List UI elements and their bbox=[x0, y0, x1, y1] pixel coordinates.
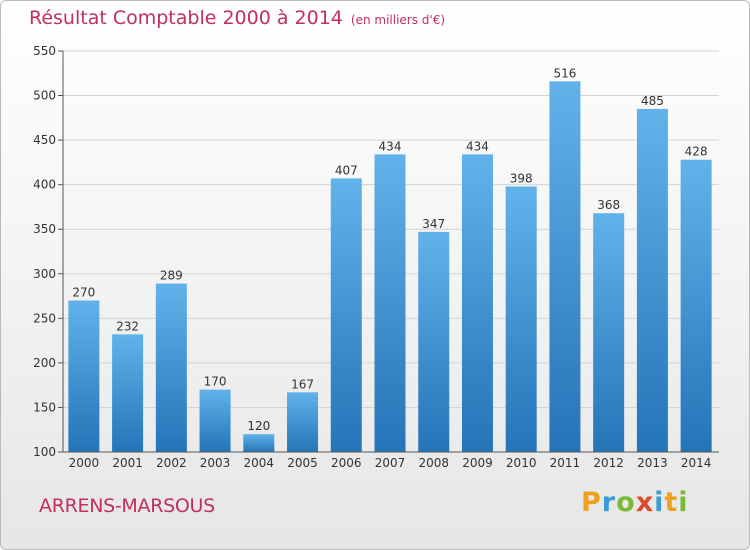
x-tick-label: 2004 bbox=[244, 456, 275, 470]
x-tick-label: 2003 bbox=[200, 456, 231, 470]
bars: 270 232 289 170 120 167 407 434 347 434 398 516 368 4… bbox=[68, 66, 712, 452]
bar bbox=[112, 334, 144, 452]
bar bbox=[593, 213, 625, 452]
y-tick-label: 500 bbox=[33, 89, 56, 103]
chart-title: Résultat Comptable 2000 à 2014 (en millie… bbox=[29, 7, 445, 29]
bar-value-label: 398 bbox=[510, 171, 533, 185]
bar-value-label: 270 bbox=[72, 286, 95, 300]
bar bbox=[418, 231, 450, 452]
bar-value-label: 428 bbox=[685, 145, 708, 159]
bar-value-label: 516 bbox=[553, 66, 576, 80]
bar bbox=[68, 300, 100, 452]
bar-value-label: 434 bbox=[379, 139, 402, 153]
y-tick-label: 150 bbox=[33, 400, 56, 414]
y-tick-label: 400 bbox=[33, 178, 56, 192]
x-tick-label: 2002 bbox=[156, 456, 187, 470]
bar bbox=[505, 186, 537, 452]
logo-letter: o bbox=[616, 487, 636, 518]
bar-value-label: 120 bbox=[247, 419, 270, 433]
axes: 100 150 200 250 300 350 400 450 500 550 2000 2001 20… bbox=[33, 44, 719, 470]
bar bbox=[155, 283, 187, 452]
bar bbox=[243, 434, 275, 452]
bar bbox=[199, 389, 231, 452]
x-tick-label: 2007 bbox=[375, 456, 406, 470]
x-tick-label: 2012 bbox=[593, 456, 624, 470]
x-tick-label: 2000 bbox=[69, 456, 100, 470]
logo-letter: i bbox=[678, 487, 689, 518]
logo-letter: x bbox=[635, 487, 655, 518]
x-tick-label: 2013 bbox=[637, 456, 668, 470]
bar bbox=[330, 178, 362, 452]
bar-value-label: 232 bbox=[116, 319, 139, 333]
logo-letter: r bbox=[601, 487, 617, 518]
x-tick-label: 2011 bbox=[550, 456, 581, 470]
bar-value-label: 289 bbox=[160, 269, 183, 283]
proxiti-logo: Proxiti bbox=[581, 487, 689, 521]
chart-subtitle: (en milliers d'€) bbox=[350, 13, 446, 27]
bar bbox=[287, 392, 319, 452]
y-tick-label: 450 bbox=[33, 133, 56, 147]
y-tick-label: 250 bbox=[33, 311, 56, 325]
bar bbox=[374, 154, 406, 452]
bar-value-label: 170 bbox=[204, 375, 227, 389]
bar-value-label: 485 bbox=[641, 94, 664, 108]
logo-letter: i bbox=[654, 487, 665, 518]
bar-value-label: 167 bbox=[291, 377, 314, 391]
logo-letter: P bbox=[581, 487, 602, 518]
bar bbox=[461, 154, 493, 452]
bar-value-label: 407 bbox=[335, 163, 358, 177]
y-tick-label: 350 bbox=[33, 222, 56, 236]
bar bbox=[636, 108, 668, 452]
bar-value-label: 368 bbox=[597, 198, 620, 212]
logo-letter: t bbox=[664, 487, 679, 518]
bar bbox=[680, 159, 712, 452]
bar-value-label: 434 bbox=[466, 139, 489, 153]
x-tick-label: 2009 bbox=[462, 456, 493, 470]
x-tick-label: 2014 bbox=[681, 456, 712, 470]
x-tick-label: 2005 bbox=[287, 456, 318, 470]
location-label: ARRENS-MARSOUS bbox=[39, 495, 215, 517]
x-tick-label: 2010 bbox=[506, 456, 537, 470]
y-tick-label: 200 bbox=[33, 356, 56, 370]
y-tick-label: 300 bbox=[33, 267, 56, 281]
x-tick-label: 2001 bbox=[112, 456, 143, 470]
x-tick-label: 2008 bbox=[418, 456, 449, 470]
chart-title-text: Résultat Comptable 2000 à 2014 bbox=[29, 7, 343, 29]
y-tick-label: 100 bbox=[33, 445, 56, 459]
bar-value-label: 347 bbox=[422, 217, 445, 231]
y-tick-label: 550 bbox=[33, 44, 56, 58]
x-tick-label: 2006 bbox=[331, 456, 362, 470]
bar bbox=[549, 81, 581, 452]
